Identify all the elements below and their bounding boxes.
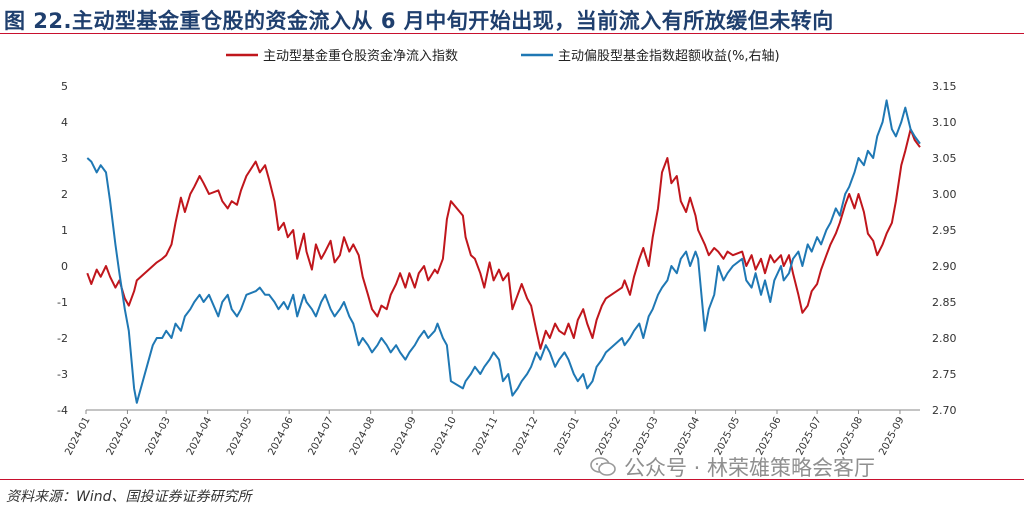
y-right-tick-label: 2.85 (932, 296, 957, 309)
watermark: 公众号 · 林荣雄策略会客厅 (590, 452, 875, 482)
y-right-tick-label: 2.70 (932, 404, 957, 417)
y-right-tick-label: 2.80 (932, 332, 957, 345)
x-tick-label: 2024-11 (471, 415, 500, 457)
x-tick-label: 2025-08 (836, 415, 865, 457)
x-tick-label: 2025-06 (754, 415, 783, 457)
x-tick-label: 2025-04 (673, 415, 702, 457)
legend: 主动型基金重仓股资金净流入指数 主动偏股型基金指数超额收益(%,右轴) (226, 48, 780, 64)
y-right-tick-label: 3.05 (932, 152, 957, 165)
series-line-inflow (86, 128, 921, 350)
x-tick-label: 2024-08 (348, 415, 377, 457)
y-left-tick-label: 4 (61, 116, 68, 129)
x-tick-label: 2024-02 (105, 415, 134, 457)
series-layer (86, 99, 921, 404)
y-right-tick-label: 3.00 (932, 188, 957, 201)
x-tick-label: 2025-03 (631, 415, 660, 457)
y-left-tick-label: 2 (61, 188, 68, 201)
x-tick-label: 2024-12 (511, 415, 540, 457)
x-tick-label: 2024-03 (144, 415, 173, 457)
x-tick-label: 2024-05 (225, 415, 254, 457)
y-right-tick-label: 3.10 (932, 116, 957, 129)
top-divider (0, 33, 1024, 34)
y-left-tick-label: 0 (61, 260, 68, 273)
series-line-excess-return (86, 99, 921, 404)
y-left-tick-label: -4 (57, 404, 68, 417)
line-chart: 主动型基金重仓股资金净流入指数 主动偏股型基金指数超额收益(%,右轴) 5 4 3 2… (57, 48, 957, 457)
x-tick-label: 2025-05 (713, 415, 742, 457)
y-left-tick-label: -1 (57, 296, 68, 309)
y-left-tick-label: 1 (61, 224, 68, 237)
y-left-tick-label: -2 (57, 332, 68, 345)
y-left-tick-label: 3 (61, 152, 68, 165)
figure-title: 图 22.主动型基金重仓股的资金流入从 6 月中旬开始出现，当前流入有所放缓但未… (4, 9, 834, 33)
legend-label-inflow: 主动型基金重仓股资金净流入指数 (263, 48, 458, 64)
y-right-tick-label: 2.95 (932, 224, 957, 237)
y-right-tick-label: 2.75 (932, 368, 957, 381)
wechat-icon (590, 457, 616, 476)
y-right-tick-label: 2.90 (932, 260, 957, 273)
y-right-tick-label: 3.15 (932, 80, 957, 93)
x-tick-label: 2024-07 (307, 415, 336, 457)
x-tick-label: 2024-10 (430, 415, 459, 457)
x-tick-label: 2024-09 (389, 415, 418, 457)
bottom-divider (0, 479, 1024, 480)
watermark-text: 公众号 · 林荣雄策略会客厅 (624, 456, 876, 480)
y-left-tick-label: -3 (57, 368, 68, 381)
y-left-tick-label: 5 (61, 80, 68, 93)
x-tick-label: 2025-07 (794, 415, 823, 457)
source-note: 资料来源：Wind、国投证券证券研究所 (6, 489, 252, 505)
x-tick-label: 2025-09 (877, 415, 906, 457)
x-tick-label: 2025-01 (552, 415, 581, 457)
x-tick-label: 2024-04 (185, 415, 214, 457)
x-tick-label: 2024-01 (63, 415, 92, 457)
legend-label-excess-return: 主动偏股型基金指数超额收益(%,右轴) (558, 48, 780, 64)
x-tick-label: 2025-02 (594, 415, 623, 457)
x-tick-label: 2024-06 (266, 415, 295, 457)
